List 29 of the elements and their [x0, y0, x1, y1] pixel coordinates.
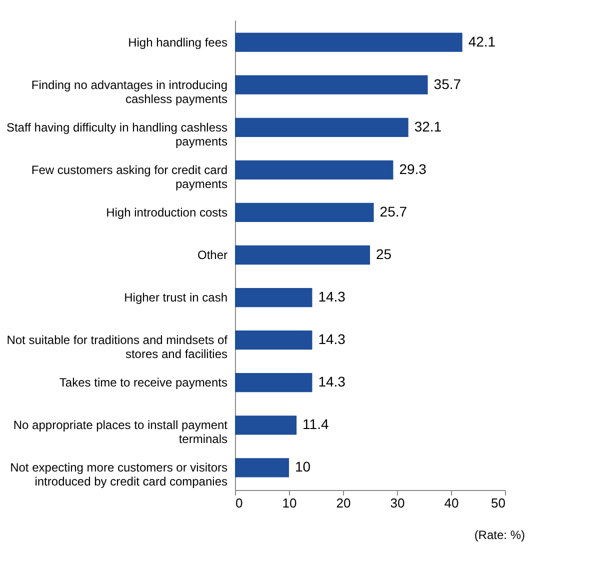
y-tick-label: No appropriate places to install payment terminals: [13, 418, 228, 446]
x-tick-label: 0: [236, 496, 243, 510]
data-label: 10: [295, 458, 311, 475]
y-tick-label: Other: [197, 248, 228, 262]
data-label: 32.1: [414, 118, 442, 134]
data-label: 29.3: [399, 160, 427, 177]
y-tick-label: Finding no advantages in introducing cashless payments: [31, 78, 228, 106]
data-label: 11.4: [302, 416, 329, 432]
x-tick-label: 20: [336, 496, 351, 510]
y-tick-label: Few customers asking for credit card payments: [31, 162, 228, 191]
data-label: 25: [376, 246, 392, 262]
x-tick-label: 10: [282, 496, 297, 510]
y-tick-label: Not suitable for traditions and mindsets of stores and facilities: [6, 333, 228, 362]
data-label: 35.7: [434, 76, 462, 92]
data-label: 14.3: [318, 374, 346, 390]
x-tick-label: 30: [390, 496, 405, 510]
x-tick-label: 50: [491, 496, 506, 510]
y-tick-label: Staff having difficulty in handling cashless payments: [6, 120, 228, 148]
data-label: 42.1: [468, 33, 496, 50]
data-label: 14.3: [318, 288, 346, 305]
y-tick-label: High handling fees: [128, 35, 228, 50]
data-label: 14.3: [318, 331, 346, 348]
data-label: 25.7: [380, 203, 408, 220]
y-tick-label: High introduction costs: [106, 205, 228, 220]
y-tick-label: Takes time to receive payments: [59, 376, 228, 390]
text: (Rate: %): [474, 528, 525, 542]
y-tick-label: Higher trust in cash: [124, 290, 228, 305]
y-tick-label: Not expecting more customers or visitors introduced by credit card companies: [10, 460, 228, 489]
x-tick-label: 40: [444, 496, 459, 510]
